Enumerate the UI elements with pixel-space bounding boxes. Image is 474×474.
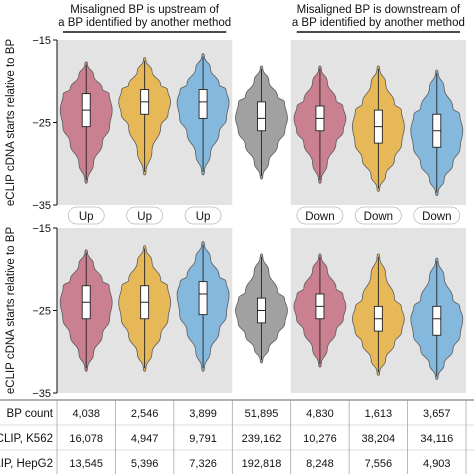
panel2-y-tick-label-1: −15 <box>32 223 51 235</box>
table-cell-r2-c1: 16,078 <box>69 433 103 445</box>
header-right-line1: Misaligned BP is downstream of <box>297 4 461 16</box>
panel2-y-axis-label: eCLIP cDNA starts relative to BP <box>5 227 17 395</box>
table-row-label-1: BP count <box>7 408 54 420</box>
table-row-label-3: LIP, HepG2 <box>0 458 53 470</box>
table-cell-r3-c4: 192,818 <box>242 458 282 470</box>
panel2-violin-group-3 <box>176 241 230 372</box>
table-cell-r2-c7: 34,116 <box>420 433 453 445</box>
table-cell-r2-c4: 239,162 <box>242 433 282 445</box>
table-cell-r3-c2: 5,396 <box>131 458 159 470</box>
table-cell-r3-c6: 7,556 <box>365 458 393 470</box>
table-cell-r1-c1: 4,038 <box>72 408 100 420</box>
panel2-y-tick-label-3: −35 <box>32 388 51 400</box>
table-cell-r1-c5: 4,830 <box>306 408 334 420</box>
header-right-line2: a BP identified by another method <box>292 17 465 29</box>
panel1-y-tick-label-2: −25 <box>32 118 51 130</box>
group-label-3: Up <box>196 211 211 223</box>
table-cell-r3-c3: 7,326 <box>189 458 217 470</box>
table-row-label-2: CLIP, K562 <box>0 433 53 445</box>
table-cell-r2-c3: 9,791 <box>189 433 217 445</box>
panel1-y-axis-label: eCLIP cDNA starts relative to BP <box>5 39 17 207</box>
group-label-2: Up <box>137 211 152 223</box>
panel1-violin-group-4 <box>235 65 288 180</box>
group-label-6: Down <box>364 211 393 223</box>
group-label-pill-3 <box>184 206 222 225</box>
panel1-y-tick-label-1: −15 <box>32 35 51 47</box>
panel2-violin-group-1 <box>59 249 113 372</box>
panel1-violin-group-1 <box>59 61 113 184</box>
table-cell-r3-c7: 4,903 <box>423 458 451 470</box>
panel1-violin-group-5 <box>293 65 347 184</box>
panel2-y-tick-label-2: −25 <box>32 306 51 318</box>
panel2-violin-group-2 <box>118 245 172 372</box>
panel2-violin-group-7 <box>410 257 464 380</box>
table-cell-r1-c2: 2,546 <box>131 408 159 420</box>
table-cell-r2-c5: 10,276 <box>303 433 337 445</box>
panel2-violin-group-6 <box>351 253 405 376</box>
table-cell-r1-c6: 1,613 <box>365 408 393 420</box>
group-label-pill-6 <box>354 206 402 225</box>
panel2-box-3 <box>198 281 208 316</box>
panel1-y-tick-label-3: −35 <box>32 200 51 212</box>
panel1-box-3 <box>198 89 208 119</box>
table-cell-r1-c4: 51,895 <box>245 408 279 420</box>
table-cell-r3-c1: 13,545 <box>69 458 103 470</box>
group-label-pill-5 <box>296 206 344 225</box>
panel1-violin-group-6 <box>351 65 405 192</box>
group-label-7: Down <box>422 211 451 223</box>
header-left-line2: a BP identified by another method <box>58 17 231 29</box>
panel1-violin-group-7 <box>410 69 464 197</box>
table-cell-r2-c2: 4,947 <box>131 433 159 445</box>
group-label-pill-7 <box>413 206 461 225</box>
panel2-violin-group-4 <box>235 253 288 364</box>
panel2-box-7 <box>432 305 442 336</box>
panel1-box-4 <box>257 101 266 132</box>
panel1-violin-group-3 <box>176 53 230 176</box>
group-label-pill-1 <box>67 206 105 225</box>
header-left-line1: Misaligned BP is upstream of <box>70 4 220 16</box>
table-cell-r2-c6: 38,204 <box>362 433 396 445</box>
table-cell-r1-c7: 3,657 <box>423 408 451 420</box>
group-label-pill-2 <box>126 206 164 225</box>
group-label-1: Up <box>79 211 94 223</box>
panel1-violin-group-2 <box>118 57 172 176</box>
panel2-violin-group-5 <box>293 253 347 368</box>
table-cell-r3-c5: 8,248 <box>306 458 334 470</box>
table-cell-r1-c3: 3,899 <box>189 408 217 420</box>
group-label-5: Down <box>305 211 334 223</box>
